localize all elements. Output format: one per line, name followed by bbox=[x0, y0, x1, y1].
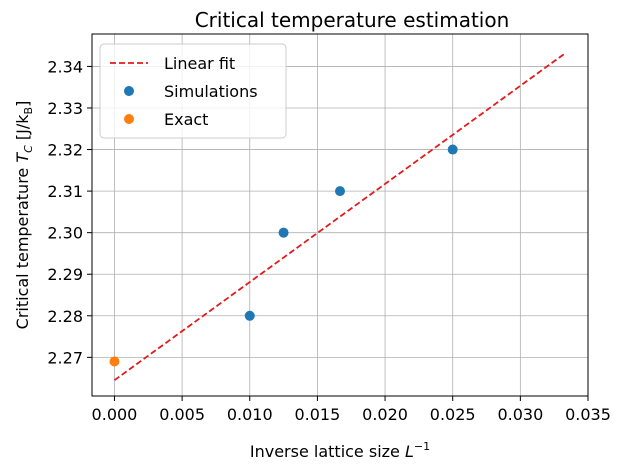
y-tick-label: 2.27 bbox=[47, 348, 83, 367]
legend-box bbox=[99, 43, 287, 139]
linear-fit-line bbox=[113, 52, 566, 381]
y-tick-label: 2.29 bbox=[47, 265, 83, 284]
simulations-point bbox=[335, 186, 345, 197]
simulations-point bbox=[244, 310, 255, 321]
legend-exact-label: Exact bbox=[164, 110, 208, 129]
x-tick-label: 0.010 bbox=[227, 405, 273, 424]
chart-title: Critical temperature estimation bbox=[195, 8, 510, 32]
exact-point bbox=[109, 356, 120, 367]
legend-simulations-swatch bbox=[124, 86, 134, 96]
y-axis-label: Critical temperature TC [J/kB] bbox=[13, 101, 35, 330]
simulations-point bbox=[447, 144, 458, 155]
x-tick-label: 0.030 bbox=[497, 405, 543, 424]
legend-exact-swatch bbox=[124, 114, 134, 124]
legend: Linear fit Simulations Exact bbox=[99, 43, 287, 139]
legend-simulations-label: Simulations bbox=[164, 82, 258, 101]
simulations-point bbox=[278, 227, 289, 238]
x-tick-label: 0.025 bbox=[430, 405, 476, 424]
x-tick-label: 0.020 bbox=[362, 405, 408, 424]
y-tick-label: 2.28 bbox=[47, 307, 83, 326]
y-tick-label: 2.32 bbox=[47, 141, 83, 160]
x-tick-label: 0.005 bbox=[159, 405, 205, 424]
x-tick-label: 0.000 bbox=[92, 405, 138, 424]
y-tick-label: 2.31 bbox=[47, 182, 83, 201]
plot-frame bbox=[91, 33, 589, 397]
y-tick-label: 2.30 bbox=[47, 224, 83, 243]
legend-linear-fit-label: Linear fit bbox=[164, 54, 235, 73]
y-tick-label: 2.33 bbox=[47, 99, 83, 118]
axis-ticks: 0.000 0.005 0.010 0.015 0.020 0.025 0.030 0.035… bbox=[47, 57, 611, 424]
x-axis-label: Inverse lattice size L−1 bbox=[250, 440, 430, 461]
plot-data bbox=[109, 52, 566, 381]
x-tick-label: 0.015 bbox=[294, 405, 340, 424]
x-tick-label: 0.035 bbox=[565, 405, 611, 424]
y-tick-label: 2.34 bbox=[47, 57, 83, 76]
